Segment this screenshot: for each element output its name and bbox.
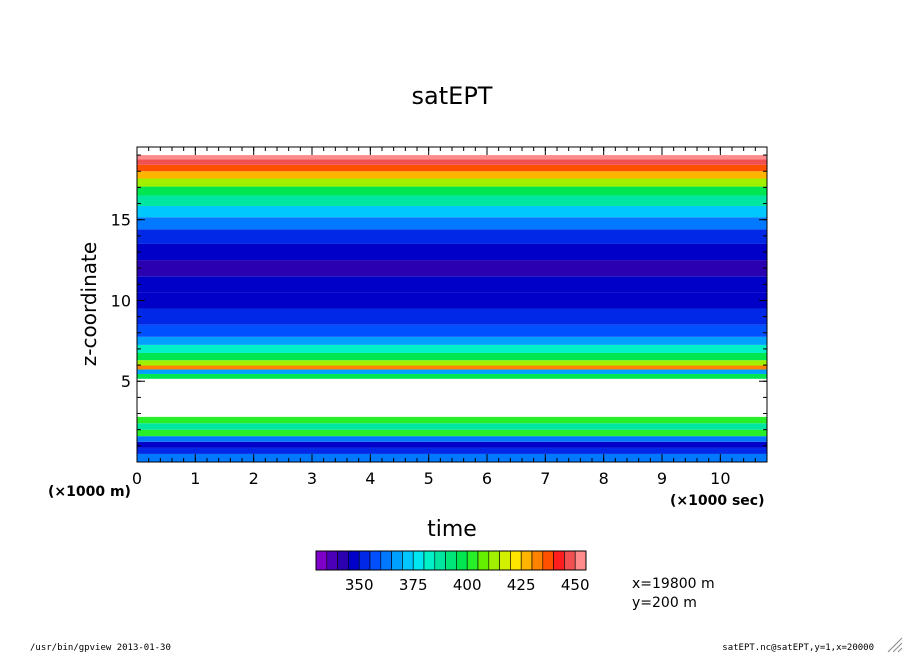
chart-title: satEPT (412, 82, 493, 110)
contour-band (137, 217, 767, 230)
resize-grip-icon[interactable] (887, 637, 903, 653)
x-tick-label: 8 (599, 469, 609, 488)
colorbar-swatch (564, 550, 576, 571)
contour-band (137, 373, 767, 379)
colorbar-swatch (348, 550, 360, 571)
y-axis-label: z-coordinate (77, 242, 101, 366)
colorbar-swatch (531, 550, 544, 571)
contour-band (137, 178, 767, 187)
colorbar-swatch (326, 550, 338, 571)
colorbar-swatch (466, 550, 479, 571)
colorbar-swatch (520, 550, 533, 571)
contour-band (137, 243, 767, 261)
contour-band (137, 378, 767, 386)
contour-band (137, 416, 767, 424)
contour-band (137, 171, 767, 179)
colorbar-frame (315, 550, 587, 571)
colorbar-swatch (456, 550, 468, 571)
contour-band (137, 401, 767, 410)
contour-band (137, 429, 767, 437)
contour-band (137, 324, 767, 337)
contour-band (137, 369, 767, 374)
colorbar-swatch (510, 550, 522, 571)
colorbar-swatch (553, 550, 565, 571)
colorbar-swatch (391, 550, 403, 571)
contour-band (137, 195, 767, 206)
colorbar-swatch (499, 550, 511, 571)
x-tick-label: 7 (540, 469, 550, 488)
colorbar-swatch (477, 550, 490, 571)
contour-band (137, 276, 767, 293)
x-tick-label: 3 (307, 469, 317, 488)
contour-band (137, 423, 767, 430)
x-axis-label: time (427, 517, 477, 542)
colorbar-tick-label: 425 (507, 576, 536, 594)
contour-band (137, 186, 767, 196)
y-tick-label: 5 (121, 372, 131, 391)
contour-band (137, 344, 767, 353)
contour-band (137, 292, 767, 309)
x-tick-label: 5 (424, 469, 434, 488)
contour-band (137, 409, 767, 417)
contour-band (137, 205, 767, 218)
axis-ticks (136, 147, 768, 462)
colorbar-swatch (337, 550, 349, 571)
footer-right: satEPT.nc@satEPT,y=1,x=20000 (722, 643, 874, 653)
contour-band (137, 159, 767, 165)
x-tick-label: 9 (657, 469, 667, 488)
colorbar-tick-label: 375 (399, 576, 428, 594)
y-tick-label: 15 (111, 211, 131, 230)
x-tick-label: 6 (482, 469, 492, 488)
contour-band (137, 365, 767, 370)
contour-band (137, 393, 767, 402)
colorbar-swatch (542, 550, 554, 571)
x-unit-label: (×1000 sec) (670, 493, 765, 509)
colorbar-swatch (402, 550, 414, 571)
contour-band (137, 308, 767, 325)
contour-band (137, 436, 767, 442)
contour-band (137, 360, 767, 366)
colorbar-tick-label: 350 (345, 576, 374, 594)
contour-band (137, 229, 767, 244)
colorbar-swatch (445, 550, 457, 571)
axis-tick-labels: 0 1 2 3 4 5 6 7 8 9 10 5 10 15 (111, 211, 731, 488)
colorbar-swatch (412, 550, 425, 571)
y-tick-label: 10 (111, 291, 131, 310)
colorbar-swatch (358, 550, 371, 571)
contour-band (137, 164, 767, 172)
contour-band (137, 385, 767, 394)
colorbar-swatch (315, 550, 328, 571)
contour-band (137, 336, 767, 345)
contour-band (137, 447, 767, 454)
colorbar-swatch (380, 550, 392, 571)
footer-left: /usr/bin/gpview 2013-01-30 (30, 643, 171, 653)
annotation-x: x=19800 m (632, 576, 715, 592)
x-tick-label: 1 (190, 469, 200, 488)
colorbar-swatch (488, 550, 500, 571)
x-tick-label: 2 (249, 469, 259, 488)
colorbar (315, 550, 587, 571)
colorbar-tick-label: 400 (453, 576, 482, 594)
contour-band (137, 441, 767, 448)
x-tick-label: 4 (365, 469, 375, 488)
colorbar-swatch (434, 550, 446, 571)
x-tick-label: 0 (132, 469, 142, 488)
colorbar-swatch (423, 550, 436, 571)
contour-band (137, 260, 767, 277)
x-tick-label: 10 (710, 469, 730, 488)
colorbar-tick-labels: 350 375 400 425 450 (345, 576, 590, 594)
colorbar-swatch (574, 550, 587, 571)
y-unit-label: (×1000 m) (48, 484, 131, 500)
plot-area-fills (137, 155, 767, 462)
colorbar-swatch (369, 550, 382, 571)
contour-band (137, 453, 767, 462)
contour-band (137, 155, 767, 160)
contour-band (137, 352, 767, 361)
colorbar-tick-label: 450 (561, 576, 590, 594)
annotation-y: y=200 m (632, 595, 697, 611)
